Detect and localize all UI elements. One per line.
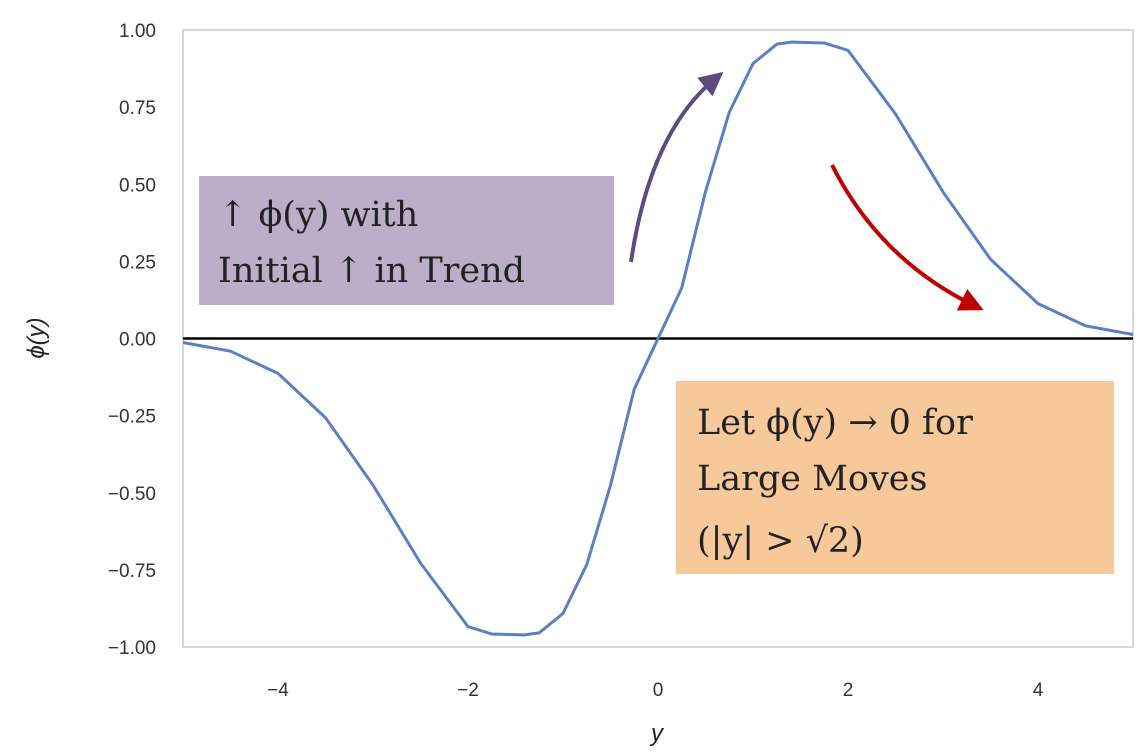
annotation-arrow-down [830, 164, 984, 311]
y-tick-label: 0.25 [119, 252, 156, 273]
annotation-trend-line-2: Initial ↑ in Trend [218, 251, 525, 291]
x-tick-label: 2 [843, 680, 854, 701]
y-axis-label: ϕ(y) [23, 317, 50, 358]
x-tick-label: −4 [267, 680, 289, 701]
series-line [182, 40, 1134, 637]
annotation-trend-line-1: ↑ ϕ(y) with [218, 195, 418, 235]
annotation-large-moves-line-1: Let ϕ(y) → 0 for [697, 403, 973, 443]
x-tick-label: −2 [457, 680, 479, 701]
y-tick-label: 0.75 [119, 98, 156, 119]
x-axis-label: y [649, 720, 665, 747]
y-tick-label: −0.50 [108, 484, 156, 505]
y-tick-label: 0.00 [119, 330, 156, 351]
x-tick-label: 0 [653, 680, 664, 701]
annotation-box-large-moves [676, 381, 1114, 574]
y-tick-label: −0.25 [108, 407, 156, 428]
y-tick-label: 1.00 [119, 21, 156, 42]
y-axis-ticks: 1.00 0.75 0.50 0.25 0.00 −0.25 −0.50 −0.75 −1.00 [108, 21, 156, 659]
annotation-large-moves-line-3: (|y| > √2) [697, 521, 864, 561]
y-tick-label: 0.50 [119, 175, 156, 196]
x-axis-ticks: −4 −2 0 2 4 [267, 680, 1044, 701]
y-tick-label: −1.00 [108, 638, 156, 659]
annotation-arrow-up [629, 71, 724, 263]
x-tick-label: 4 [1033, 680, 1044, 701]
annotation-large-moves-line-2: Large Moves [697, 459, 927, 499]
y-tick-label: −0.75 [108, 561, 156, 582]
annotation-box-trend [199, 176, 614, 305]
